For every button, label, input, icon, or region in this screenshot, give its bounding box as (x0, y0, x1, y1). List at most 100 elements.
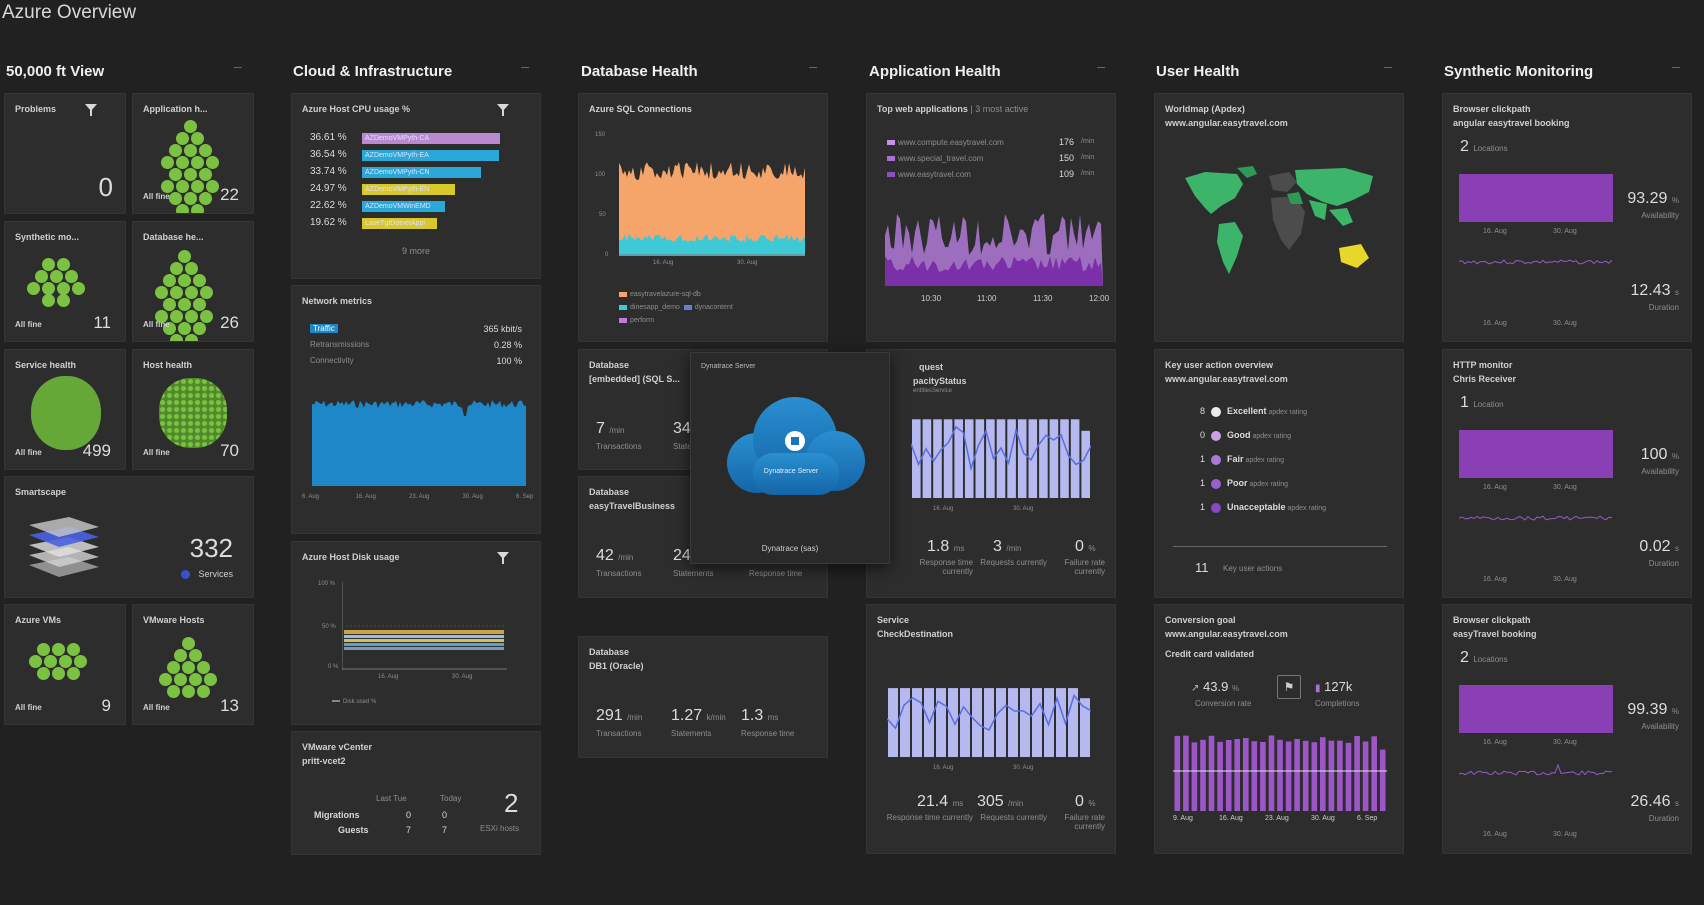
web-app-value: 150 (1059, 153, 1075, 163)
x-tick-label: 23. Aug (1265, 815, 1289, 822)
health-hexagon (36, 643, 50, 656)
sql-connections-tile[interactable]: Azure SQL Connections 150 100 50 0 16. A… (578, 93, 828, 342)
health-hexagon (198, 192, 212, 205)
column-menu-icon[interactable] (521, 67, 529, 68)
health-hexagon (185, 286, 198, 299)
top-web-apps-tile[interactable]: Top web applications | 3 most active www… (866, 93, 1116, 342)
database-name: DB1 (Oracle) (589, 661, 644, 671)
worldmap-tile[interactable]: Worldmap (Apdex) www.angular.easytravel.… (1154, 93, 1404, 342)
more-link[interactable]: 9 more (401, 246, 430, 256)
host-health-tile[interactable]: Host health All fine 70 (132, 349, 254, 470)
service-status-tile[interactable]: quest pacityStatus entitiesService 16. A… (866, 349, 1116, 598)
cpu-bar-row: 33.74 % AZDemoVMPyth-CN (310, 166, 510, 179)
tile-title: Conversion goal (1165, 615, 1236, 625)
rating-dot-icon (1211, 478, 1221, 489)
health-hexagon (176, 204, 189, 213)
service-checkdestination-tile[interactable]: Service CheckDestination 16. Aug 30. Aug… (866, 604, 1116, 854)
metric-unit: k/min (706, 713, 726, 722)
metric-value: 291 (596, 707, 623, 724)
health-hexagon (36, 667, 50, 680)
application-health-tile[interactable]: Application h... All fine 22 (132, 93, 254, 214)
health-hexagon (42, 282, 55, 295)
request-bar (1049, 419, 1059, 498)
transactions-value: 291 /min (596, 707, 642, 725)
goal-name: Credit card validated (1165, 649, 1255, 659)
tile-title: Database he... (143, 232, 204, 242)
availability-value: 99.39 % (1627, 701, 1679, 719)
tile-title: Azure SQL Connections (589, 104, 692, 114)
web-app-unit: /min (1081, 138, 1095, 145)
migrations-last: 0 (406, 810, 412, 820)
response-time-label: Response time (741, 729, 795, 738)
smartscape-tile[interactable]: Smartscape 332 Services (4, 476, 254, 598)
service-health-tile[interactable]: Service health All fine 499 (4, 349, 126, 470)
rating-dot-icon (1211, 502, 1221, 513)
metric-value: 100 (1640, 446, 1668, 463)
request-bar (960, 688, 970, 757)
cpu-bar-row: 19.62 % LaseTgtDotnetAppl (310, 217, 510, 230)
health-hexagon (170, 286, 183, 299)
metric-value: 1 (1460, 394, 1469, 411)
synthetic-tile-2[interactable]: HTTP monitor Chris Receiver 1 Location 1… (1442, 349, 1692, 598)
key-user-actions-tile[interactable]: Key user action overview www.angular.eas… (1154, 349, 1404, 598)
disk-usage-tile[interactable]: Azure Host Disk usage 100 % 50 % 0 % 16.… (291, 541, 541, 725)
filter-icon[interactable] (497, 104, 509, 116)
failure-rate-value: 0 % (1075, 538, 1095, 556)
request-bar (933, 419, 942, 498)
column-menu-icon[interactable] (1097, 67, 1105, 68)
problems-tile[interactable]: Problems 0 (4, 93, 126, 214)
subtitle: 3 most active (975, 104, 1029, 114)
filter-label: All fine (15, 448, 42, 457)
conversion-goal-tile[interactable]: Conversion goal www.angular.easytravel.c… (1154, 604, 1404, 854)
completion-bar (1234, 739, 1240, 811)
column-menu-icon[interactable] (234, 67, 242, 68)
cpu-bar: AZDemoVMPyth-EN (362, 184, 455, 195)
network-metrics-tile[interactable]: Network metrics Traffic 365 kbit/s Retrans… (291, 285, 541, 534)
database-oracle-tile[interactable]: Database DB1 (Oracle) 291 /min Transacti… (578, 636, 828, 758)
filter-icon[interactable] (497, 552, 509, 564)
completion-bar (1260, 742, 1266, 811)
flag-icon: ⚑ (1277, 675, 1301, 699)
rating-name: Poor (1227, 478, 1248, 488)
column-menu-icon[interactable] (1672, 67, 1680, 68)
synthetic-tile-3[interactable]: Browser clickpath easyTravel booking 2 L… (1442, 604, 1692, 854)
completion-bar (1379, 749, 1386, 811)
health-hexagon (185, 310, 198, 323)
conversion-chart (1173, 735, 1387, 811)
vcenter-tile[interactable]: VMware vCenter pritt-vcet2 Last Tue Toda… (291, 731, 541, 855)
cpu-usage-tile[interactable]: Azure Host CPU usage % 36.61 % AZDemoVMPy… (291, 93, 541, 279)
dynatrace-server-tile[interactable]: Dynatrace Server Dynatrace Server Dynatr… (690, 352, 890, 564)
health-hexagon (177, 298, 191, 311)
metric-unit: Locations (1473, 144, 1508, 153)
azure-vms-tile[interactable]: Azure VMs All fine 9 (4, 604, 126, 725)
health-hexagon (170, 262, 183, 275)
statements-value: 34 (673, 420, 691, 437)
completion-bar (1320, 737, 1326, 811)
tile-title: Browser clickpath (1453, 615, 1531, 625)
database-health-tile[interactable]: Database he... All fine 26 (132, 221, 254, 342)
app-name-text: www.compute.easytravel.com (898, 138, 1004, 147)
metric-value: 42 (596, 547, 614, 564)
response-time-value: 21.4 ms (917, 793, 963, 811)
duration-value: 0.02 s (1639, 538, 1679, 556)
request-bar (1032, 688, 1042, 757)
conversion-rate-value: ↗ 43.9 % (1191, 679, 1239, 694)
health-hexagon (189, 649, 202, 662)
metric-value: 100 % (496, 356, 522, 366)
cpu-bar: AZDemoVMPyth-CN (362, 167, 481, 178)
filter-icon[interactable] (85, 104, 97, 116)
synthetic-tile-1[interactable]: Browser clickpath angular easytravel boo… (1442, 93, 1692, 342)
requests-label: Requests currently (980, 558, 1047, 567)
filter-label: All fine (15, 320, 42, 329)
synthetic-monitors-tile[interactable]: Synthetic mo... All fine 11 (4, 221, 126, 342)
metric-value: 0 (1075, 538, 1084, 555)
column-menu-icon[interactable] (1384, 67, 1392, 68)
vmware-hosts-tile[interactable]: VMware Hosts All fine 13 (132, 604, 254, 725)
metric-value: 1.27 (671, 707, 703, 724)
column-menu-icon[interactable] (809, 67, 817, 68)
column-title: 50,000 ft View (6, 63, 105, 80)
duration-line (1459, 763, 1613, 776)
health-hexagon (183, 192, 197, 205)
health-hexagon (200, 286, 213, 299)
health-hexagon (174, 673, 187, 686)
